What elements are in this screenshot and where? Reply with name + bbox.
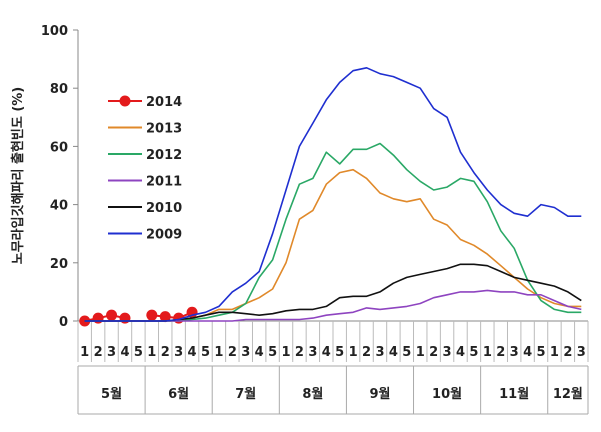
y-axis-label: 노무라입깃해파리 출현빈도 (%) <box>10 87 26 264</box>
x-week-label: 5 <box>402 345 411 360</box>
x-week-label: 1 <box>214 345 223 360</box>
x-week-label: 1 <box>483 345 492 360</box>
x-week-label: 3 <box>577 345 586 360</box>
series-line-2013 <box>84 168 582 322</box>
x-month-label: 8월 <box>302 386 323 402</box>
legend-label-2011: 2011 <box>146 175 182 190</box>
legend-label-2012: 2012 <box>146 148 182 163</box>
x-week-label: 5 <box>335 345 344 360</box>
x-week-label: 1 <box>349 345 358 360</box>
x-week-label: 4 <box>389 345 398 360</box>
x-week-label: 5 <box>537 345 546 360</box>
x-week-label: 4 <box>456 345 465 360</box>
y-tick-label: 20 <box>50 257 68 272</box>
data-point-2014 <box>159 311 171 323</box>
x-month-label: 7월 <box>235 386 256 402</box>
x-week-label: 2 <box>429 345 438 360</box>
x-week-label: 5 <box>134 345 143 360</box>
y-tick-label: 60 <box>50 140 68 155</box>
x-month-label: 6월 <box>168 386 189 402</box>
legend: 2014 2013 2012 2011 2010 2009 <box>108 95 182 243</box>
x-week-label: 2 <box>496 345 505 360</box>
data-point-2014 <box>92 312 104 324</box>
x-week-label: 4 <box>255 345 264 360</box>
x-week-label: 2 <box>228 345 237 360</box>
series-line-2014 <box>84 311 193 322</box>
x-month-label: 9월 <box>369 386 390 402</box>
x-week-label: 3 <box>510 345 519 360</box>
data-point-2014 <box>119 312 131 324</box>
x-month-label: 5월 <box>101 386 122 402</box>
x-week-label: 3 <box>174 345 183 360</box>
y-tick-label: 100 <box>41 24 68 39</box>
x-week-label: 5 <box>469 345 478 360</box>
x-week-label: 3 <box>375 345 384 360</box>
y-tick-label: 80 <box>50 82 68 97</box>
y-tick-label: 0 <box>59 315 68 330</box>
x-week-label: 1 <box>80 345 89 360</box>
legend-marker-2014 <box>119 95 131 107</box>
x-month-label: 11월 <box>499 386 529 402</box>
x-week-label: 3 <box>308 345 317 360</box>
series-line-2009 <box>84 67 582 322</box>
x-month-label: 10월 <box>432 386 462 402</box>
x-week-label: 4 <box>523 345 532 360</box>
x-week-label: 3 <box>241 345 250 360</box>
data-point-2014 <box>146 309 158 321</box>
x-week-label: 1 <box>550 345 559 360</box>
x-month-label: 12월 <box>553 386 583 402</box>
legend-label-2014: 2014 <box>146 95 182 110</box>
x-week-label: 4 <box>120 345 129 360</box>
x-week-label: 4 <box>322 345 331 360</box>
legend-label-2013: 2013 <box>146 122 182 137</box>
x-week-label: 1 <box>147 345 156 360</box>
x-week-label: 3 <box>107 345 116 360</box>
x-week-label: 5 <box>268 345 277 360</box>
x-week-label: 2 <box>362 345 371 360</box>
x-week-label: 4 <box>188 345 197 360</box>
x-week-label: 2 <box>94 345 103 360</box>
x-week-label: 5 <box>201 345 210 360</box>
data-point-2014 <box>106 309 118 321</box>
x-week-label: 1 <box>416 345 425 360</box>
x-week-label: 3 <box>443 345 452 360</box>
x-week-label: 2 <box>161 345 170 360</box>
x-week-label: 2 <box>563 345 572 360</box>
legend-label-2009: 2009 <box>146 228 182 243</box>
y-tick-label: 40 <box>50 199 68 214</box>
series-layer <box>79 67 582 327</box>
x-week-label: 1 <box>282 345 291 360</box>
legend-label-2010: 2010 <box>146 201 182 216</box>
x-week-label: 2 <box>295 345 304 360</box>
